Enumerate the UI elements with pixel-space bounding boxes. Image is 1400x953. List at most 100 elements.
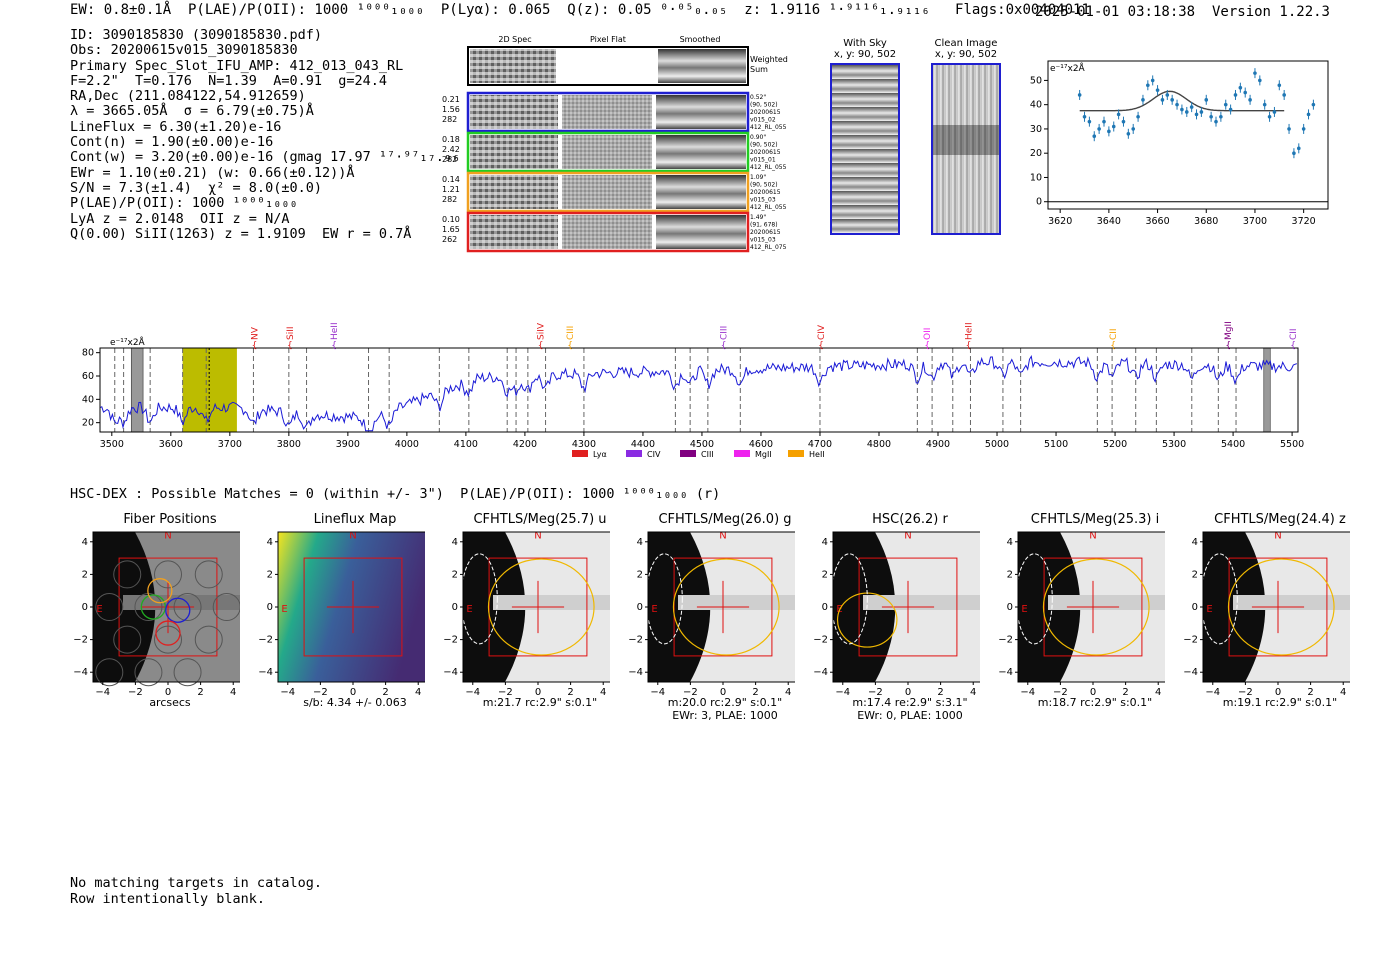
panel-ytick-label: 2 [1007, 569, 1013, 580]
spectrum-xtick-label: 4600 [749, 439, 773, 450]
fiber-circle [173, 658, 202, 687]
fit-chart-point [1077, 93, 1082, 97]
spectrum-emission-bracket: { [1225, 341, 1231, 351]
footer-line2: Row intentionally blank. [70, 890, 266, 907]
fit-chart-point [1165, 93, 1170, 97]
aperture-box [673, 557, 773, 657]
detection-summary: EW: 0.8±0.1Å P(LAE)/P(OII): 1000 ¹⁰⁰⁰₁₀₀… [70, 2, 1090, 18]
with-sky-title: With Sky x, y: 90, 502 [830, 38, 900, 60]
spectrum-emission-label: CIII [720, 326, 730, 340]
fit-chart-point [1277, 83, 1282, 88]
north-label: N [1089, 531, 1096, 542]
panel-xtick-label: 0 [165, 687, 171, 698]
panel-ytick-label: −2 [628, 635, 643, 646]
spectrum-legend-label: MgII [755, 450, 772, 459]
fiber-circle [212, 593, 240, 621]
spectrum-legend-swatch [788, 450, 804, 457]
panel-xtick-label: 2 [937, 687, 943, 698]
panel-xtick-label: −2 [868, 687, 883, 698]
cutout-row-right-label: 412_RL_055 [750, 164, 787, 171]
info-id: ID: 3090185830 (3090185830.pdf) [70, 27, 322, 43]
fit-chart-point [1204, 98, 1209, 102]
spectrum-xtick-label: 4700 [808, 439, 832, 450]
panel-ytick-label: −4 [443, 667, 458, 678]
fiber-circle [113, 560, 142, 589]
north-label: N [349, 531, 356, 542]
panel-xtick-label: 4 [415, 687, 421, 698]
spectrum-emission-label: NV [250, 326, 260, 340]
fit-chart-point [1141, 98, 1145, 102]
spectrum-xtick-label: 5400 [1221, 439, 1245, 450]
panel-ytick-label: −2 [443, 635, 458, 646]
cutout-row-2dspec [470, 175, 558, 209]
caption-line: s/b: 4.34 +/- 0.063 [303, 696, 407, 709]
source-streak [1233, 595, 1350, 610]
aperture-box [1228, 557, 1328, 657]
fit-chart-point [1301, 127, 1306, 131]
fit-chart-xtick-label: 3720 [1292, 216, 1316, 227]
fit-chart-point [1184, 110, 1189, 114]
cutout-header-2dspec: 2D Spec [498, 35, 531, 44]
spectrum-ytick-label: 60 [82, 371, 94, 382]
catalog-ellipse [645, 553, 683, 645]
east-label: E [96, 604, 102, 615]
version: Version 1.22.3 [1211, 4, 1330, 20]
fit-chart-point [1194, 112, 1199, 117]
imaging-panel-caption: m:20.0 rc:2.9" s:0.1" EWr: 3, PLAE: 1000 [635, 696, 815, 722]
info-lambda: λ = 3665.05Å σ = 6.79(±0.75)Å [70, 103, 314, 120]
north-label: N [534, 531, 541, 542]
panel-xtick-label: −2 [683, 687, 698, 698]
cutout-row-right-label: 20200615 [750, 229, 781, 236]
fit-chart-point [1082, 115, 1087, 119]
spectrum-emission-bracket: { [1290, 341, 1296, 351]
spectrum-xtick-label: 3800 [277, 439, 301, 450]
fit-chart-point [1292, 151, 1296, 155]
cutout-header-smoothed: Smoothed [680, 35, 721, 44]
spectrum-masked-region [130, 347, 144, 433]
panel-ytick-label: −4 [813, 667, 828, 678]
spectrum-xtick-label: 5300 [1162, 439, 1186, 450]
panel-ytick-label: 0 [452, 602, 458, 613]
cutout-row-left-label: 282 [442, 155, 457, 164]
cutout-row-right-label: 412_RL_055 [750, 124, 787, 131]
panel-ytick-label: −4 [998, 667, 1013, 678]
spectrum-legend-swatch [680, 450, 696, 457]
panel-ytick-label: −2 [73, 635, 88, 646]
panel-xtick-label: −4 [835, 687, 850, 698]
fiber-highlight [165, 597, 191, 623]
spectrum-xtick-label: 5500 [1280, 439, 1304, 450]
fit-chart-point [1131, 127, 1136, 131]
fit-chart-xtick-label: 3700 [1243, 216, 1267, 227]
panel-ytick-label: 2 [822, 569, 828, 580]
cutout-row-pixelflat [562, 135, 652, 169]
with-sky-xy: x, y: 90, 502 [833, 49, 897, 60]
footer-line1: No matching targets in catalog. [70, 875, 322, 891]
fiber-circle [113, 625, 142, 654]
spectrum-xtick-label: 3700 [218, 439, 242, 450]
panel-xtick-label: −2 [128, 687, 143, 698]
fit-chart-point [1160, 98, 1165, 102]
east-label: E [651, 604, 657, 615]
info-ewr: EWr = 1.10(±0.21) (w: 0.66(±0.12))Å [70, 164, 355, 181]
fiber-circle [154, 560, 182, 589]
panel-ytick-label: −2 [1183, 635, 1198, 646]
cutout-row-2dspec [470, 135, 558, 169]
spectrum-xtick-label: 4800 [867, 439, 891, 450]
fit-chart-point [1092, 134, 1097, 139]
fit-chart-point [1136, 115, 1140, 119]
cutout-row-right-label: 1.09" [750, 174, 766, 181]
cutout-row-pixelflat [562, 215, 652, 249]
fit-chart-point [1146, 83, 1150, 88]
panel-xtick-label: 2 [752, 687, 758, 698]
spectrum-emission-label: CIV [817, 324, 827, 340]
panel-ytick-label: 4 [82, 537, 88, 548]
spectrum-xtick-label: 3600 [159, 439, 183, 450]
imaging-panel-title: Fiber Positions [123, 512, 217, 527]
panel-xtick-label: −4 [1020, 687, 1035, 698]
